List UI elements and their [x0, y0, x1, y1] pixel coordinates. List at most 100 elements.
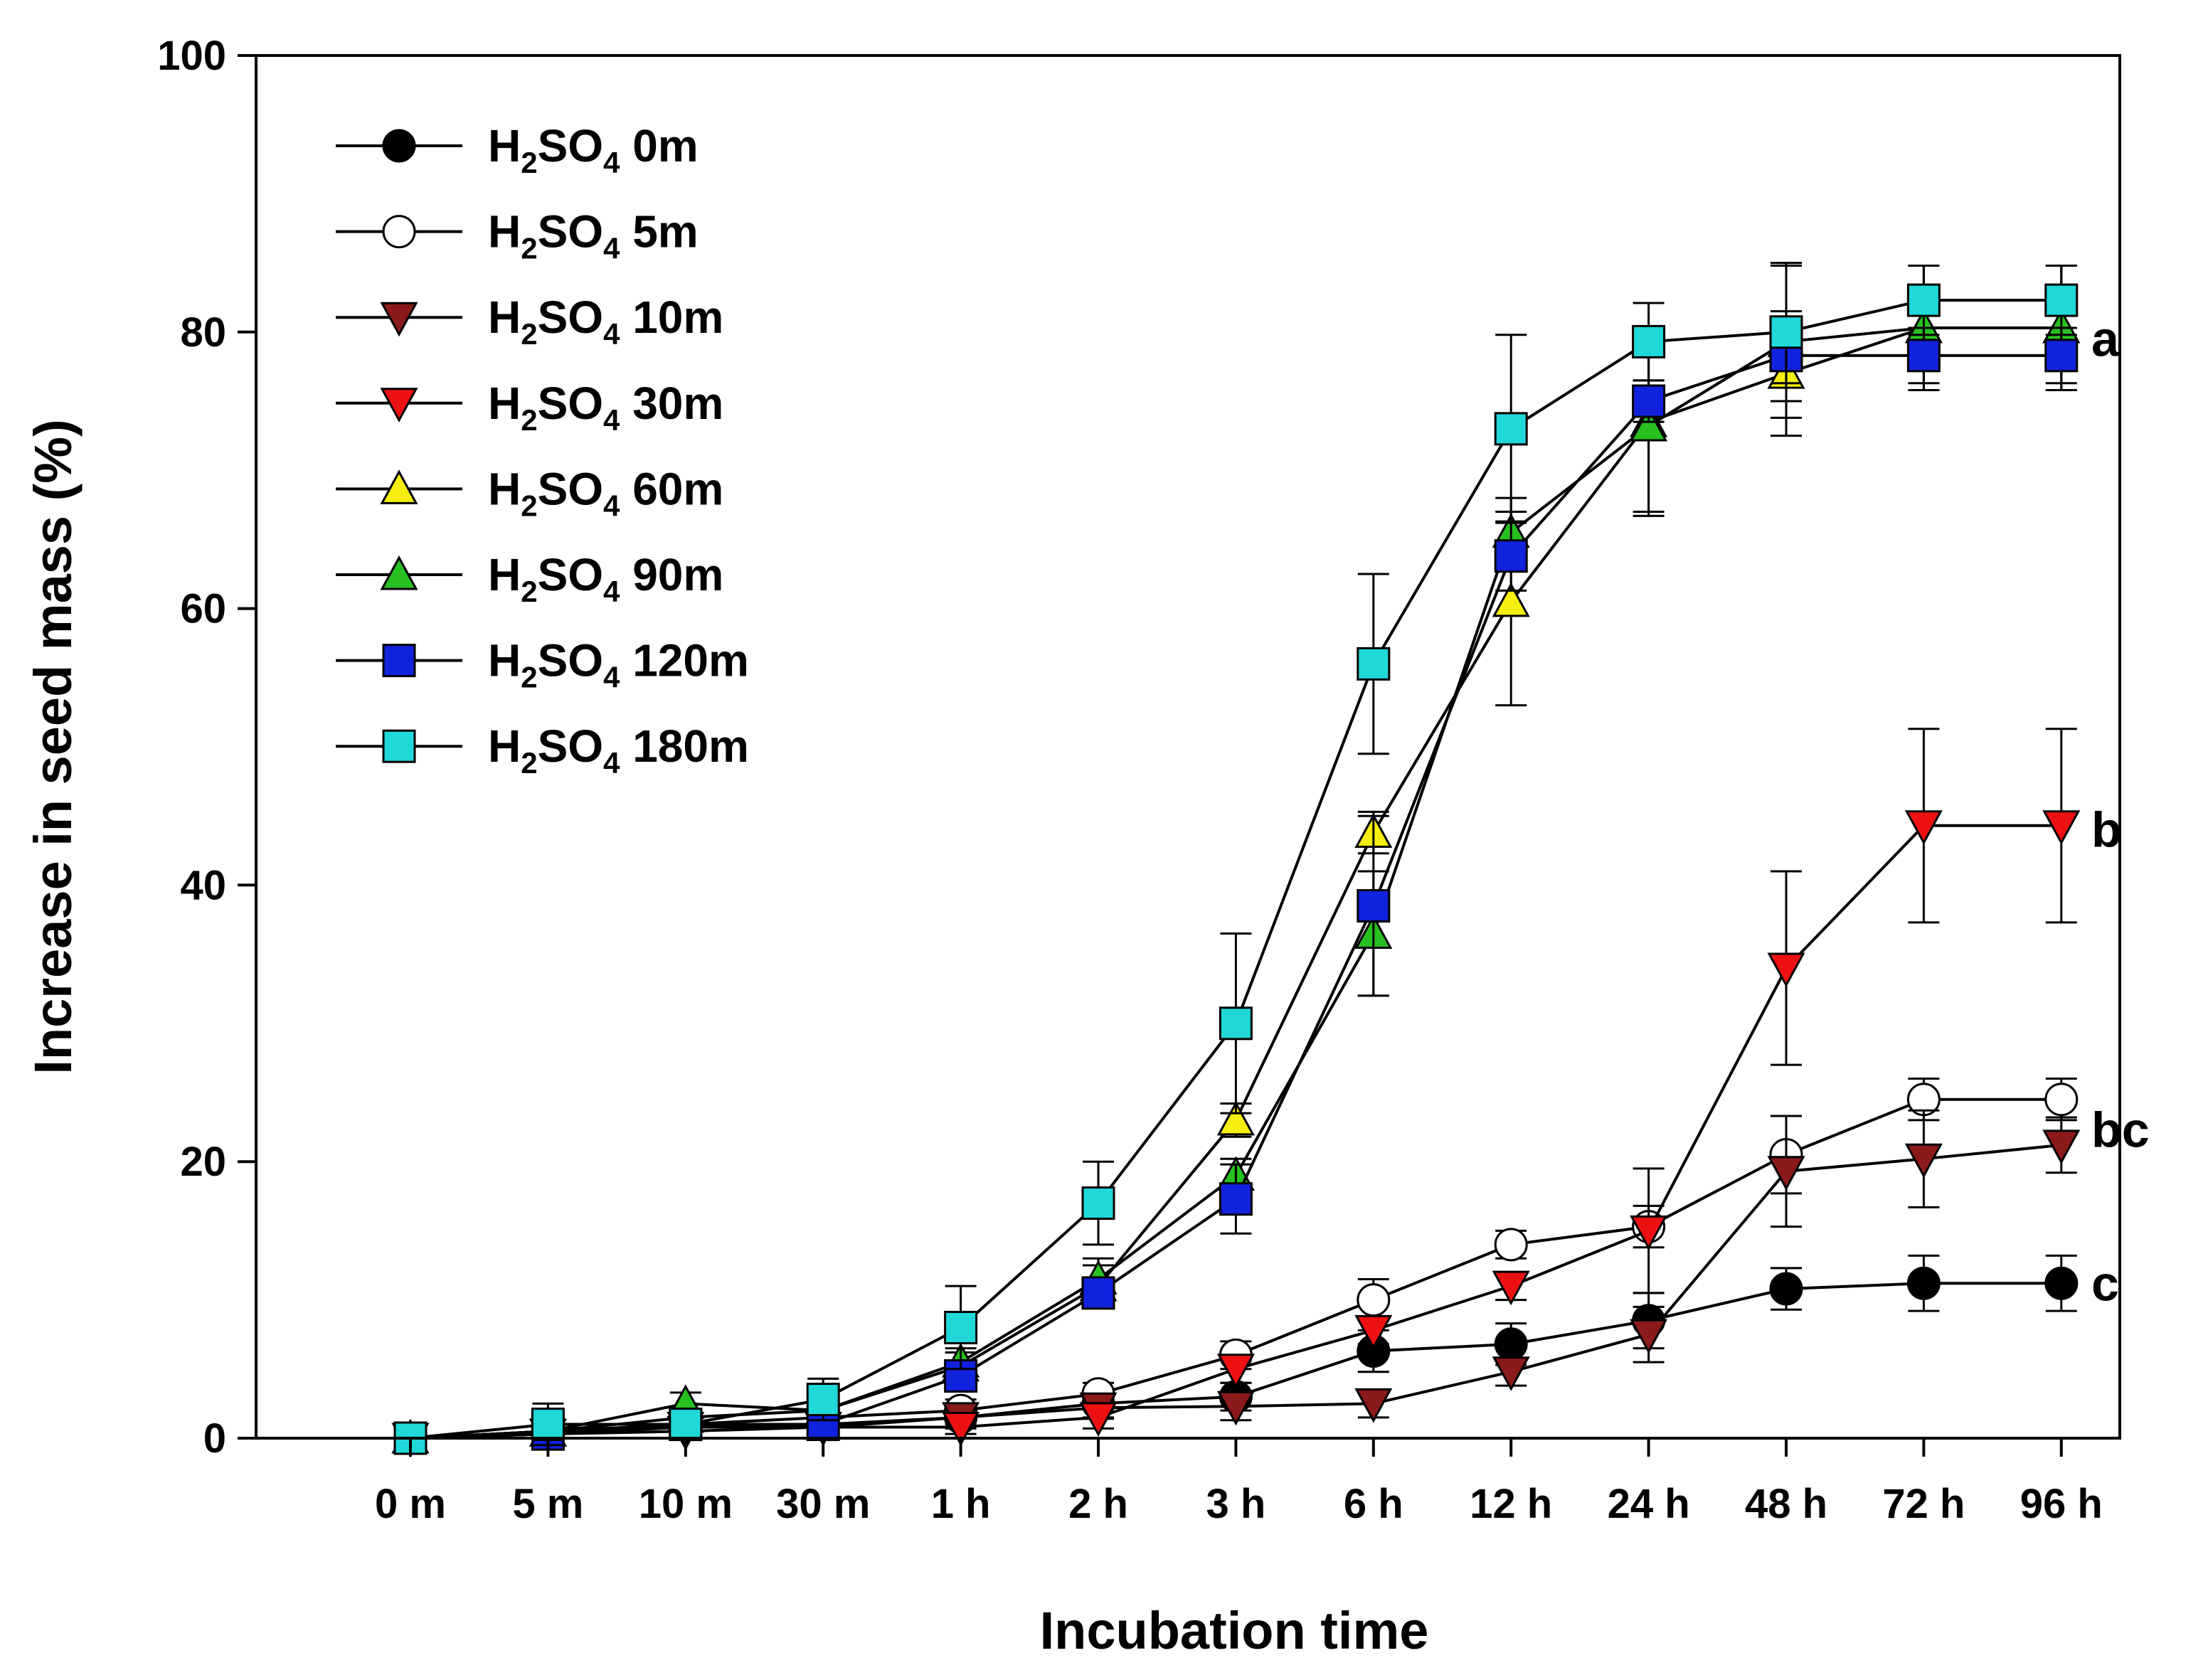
series-layer	[391, 262, 2081, 1458]
axes-layer: 0 20 40 60 80 100 0 m 5 m 10 m 30 m 1 h 2 h 3 h 6 h 1…	[23, 33, 2121, 1660]
data-point	[2044, 339, 2079, 373]
legend-marker	[382, 644, 416, 678]
legend-item: H2SO4 5m	[336, 206, 699, 265]
x-axis-title: Incubation time	[1040, 1601, 1429, 1660]
data-point	[1494, 539, 1528, 573]
y-tick-label: 60	[180, 586, 226, 632]
data-point	[531, 1408, 565, 1442]
legend-item: H2SO4 60m	[336, 463, 723, 522]
x-tick-label: 96 h	[2020, 1481, 2103, 1527]
data-point	[806, 1383, 840, 1417]
x-tick-label: 24 h	[1608, 1481, 1690, 1527]
legend-label: H2SO4 30m	[488, 378, 723, 437]
data-point	[1216, 1354, 1255, 1388]
legend-marker	[380, 469, 418, 504]
x-tick-label: 48 h	[1745, 1481, 1827, 1527]
data-point	[1630, 1319, 1668, 1354]
data-point	[1216, 1100, 1255, 1136]
legend: H2SO4 0m H2SO4 5m H2SO4 10m H2SO4 30m H2SO4 …	[336, 120, 749, 780]
data-point	[2044, 1266, 2079, 1300]
data-point	[1494, 412, 1528, 446]
data-point	[1769, 315, 1803, 349]
legend-label: H2SO4 120m	[488, 635, 749, 694]
legend-marker	[380, 555, 418, 590]
data-point	[1494, 1327, 1528, 1361]
y-tick-label: 0	[203, 1415, 226, 1462]
data-point	[1632, 384, 1666, 418]
x-tick-label: 3 h	[1206, 1481, 1265, 1527]
legend-marker	[382, 129, 416, 163]
x-tick-label: 1 h	[931, 1481, 991, 1527]
data-point	[1767, 1156, 1805, 1191]
y-tick-label: 80	[180, 309, 226, 356]
data-point	[2042, 1129, 2081, 1165]
legend-label: H2SO4 60m	[488, 463, 723, 522]
data-point	[1630, 406, 1668, 442]
data-point	[1769, 1272, 1803, 1306]
legend-label: H2SO4 90m	[488, 549, 723, 608]
data-point	[1357, 1283, 1391, 1317]
series-7	[393, 262, 2079, 1455]
legend-marker	[380, 302, 418, 337]
group-letter: b	[2091, 802, 2122, 858]
legend-marker	[382, 215, 416, 249]
legend-item: H2SO4 0m	[336, 120, 699, 179]
data-point	[1492, 1270, 1530, 1306]
plot-frame	[255, 54, 2121, 1440]
data-point	[2042, 810, 2081, 845]
data-point	[1357, 889, 1391, 923]
y-axis-ticks: 0 20 40 60 80 100	[157, 33, 256, 1462]
legend-item: H2SO4 90m	[336, 549, 723, 608]
legend-label: H2SO4 10m	[488, 292, 723, 351]
data-point	[1632, 324, 1666, 358]
data-point	[944, 1310, 978, 1344]
data-point	[1630, 1215, 1668, 1250]
x-tick-label: 30 m	[776, 1481, 870, 1527]
data-point	[1219, 1182, 1253, 1216]
data-point	[1081, 1276, 1115, 1310]
group-letter: bc	[2091, 1102, 2150, 1157]
data-point	[2044, 1083, 2079, 1117]
y-tick-label: 40	[180, 862, 226, 908]
data-point	[1354, 1388, 1393, 1423]
x-tick-label: 12 h	[1470, 1481, 1552, 1527]
data-point	[2044, 283, 2079, 317]
data-point	[1081, 1186, 1115, 1221]
data-point	[942, 1411, 980, 1447]
x-tick-label: 72 h	[1882, 1481, 1965, 1527]
group-letters: a b bc c	[2091, 312, 2150, 1312]
x-tick-label: 6 h	[1344, 1481, 1403, 1527]
legend-item: H2SO4 10m	[336, 292, 723, 351]
x-axis-ticks: 0 m 5 m 10 m 30 m 1 h 2 h 3 h 6 h 12 h 24 h 48 h 72…	[375, 1438, 2103, 1527]
data-point	[1767, 952, 1805, 988]
legend-item: H2SO4 120m	[336, 635, 749, 694]
data-point	[1357, 647, 1391, 681]
y-tick-label: 100	[157, 33, 226, 79]
data-point	[1216, 1391, 1255, 1426]
legend-item: H2SO4 30m	[336, 378, 723, 437]
legend-label: H2SO4 0m	[488, 120, 699, 179]
data-point	[1492, 582, 1530, 617]
data-point	[1906, 1266, 1941, 1300]
x-tick-label: 5 m	[512, 1481, 583, 1527]
data-point	[1906, 283, 1941, 317]
y-axis-title: Increase in seed mass (%)	[23, 419, 83, 1074]
data-point	[1906, 339, 1941, 373]
data-point	[1354, 1314, 1393, 1350]
data-point	[1079, 1402, 1118, 1437]
data-point	[669, 1408, 703, 1442]
legend-label: H2SO4 5m	[488, 206, 699, 265]
group-letter: a	[2091, 312, 2120, 367]
group-letter: c	[2091, 1255, 2119, 1311]
data-point	[1904, 810, 1943, 845]
legend-marker	[380, 388, 418, 422]
legend-label: H2SO4 180m	[488, 721, 749, 780]
x-tick-label: 2 h	[1068, 1481, 1128, 1527]
legend-marker	[382, 729, 416, 763]
x-tick-label: 10 m	[639, 1481, 733, 1527]
y-tick-label: 20	[180, 1139, 226, 1185]
data-point	[1494, 1228, 1528, 1262]
data-point	[1492, 1356, 1530, 1391]
legend-item: H2SO4 180m	[336, 721, 749, 780]
